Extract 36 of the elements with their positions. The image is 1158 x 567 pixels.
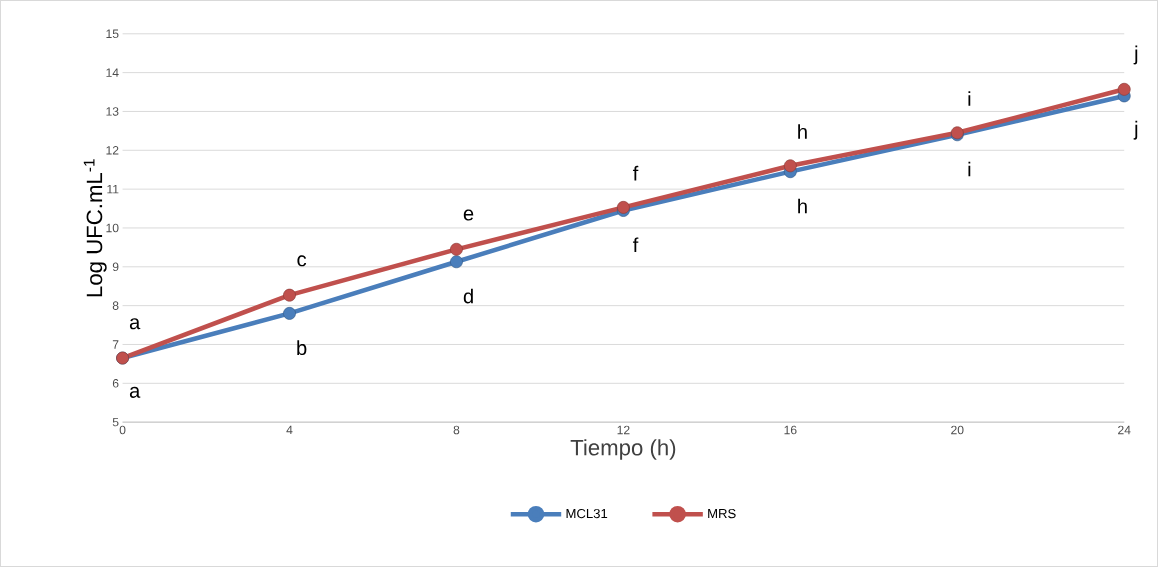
y-tick-label: 8	[112, 301, 119, 310]
annotation: b	[297, 340, 307, 356]
x-tick-label: 12	[617, 425, 630, 435]
annotation: a	[129, 318, 141, 330]
y-tick-label: 11	[107, 185, 119, 194]
annotation: f	[632, 165, 639, 181]
y-tick-label: 14	[106, 68, 119, 77]
y-tick-label: 13	[106, 107, 119, 116]
y-tick-label: 6	[112, 379, 119, 388]
y-axis-title: Log UFC.mL$^{-1}$	[83, 159, 107, 297]
y-tick-label: 15	[106, 29, 119, 39]
annotation: c	[297, 255, 307, 267]
legend-label: MCL31	[566, 508, 608, 519]
x-axis-title: Tiempo (h)	[570, 439, 676, 460]
legend-label: MRS	[708, 508, 736, 519]
annotation: i	[968, 91, 971, 106]
annotation: h	[798, 198, 807, 214]
x-tick-label: 20	[951, 425, 964, 435]
annotation: e	[463, 209, 474, 221]
x-tick-label: 8	[453, 425, 460, 435]
annotation: d	[463, 288, 473, 304]
annotation: j	[1133, 120, 1138, 140]
y-tick-label: 12	[106, 146, 119, 155]
y-tick-label: 9	[112, 262, 119, 272]
annotation: h	[798, 124, 807, 139]
annotation: f	[632, 237, 639, 253]
x-tick-label: 0	[119, 425, 126, 435]
x-tick-label: 16	[784, 425, 797, 435]
y-tick-label: 10	[106, 223, 119, 233]
annotation: a	[129, 386, 141, 398]
annotation: i	[968, 161, 971, 177]
y-tick-label: 7	[112, 340, 119, 349]
x-tick-label: 24	[1118, 425, 1131, 435]
annotation: j	[1133, 45, 1138, 65]
x-tick-label: 4	[286, 425, 293, 435]
y-tick-label: 5	[112, 417, 119, 427]
